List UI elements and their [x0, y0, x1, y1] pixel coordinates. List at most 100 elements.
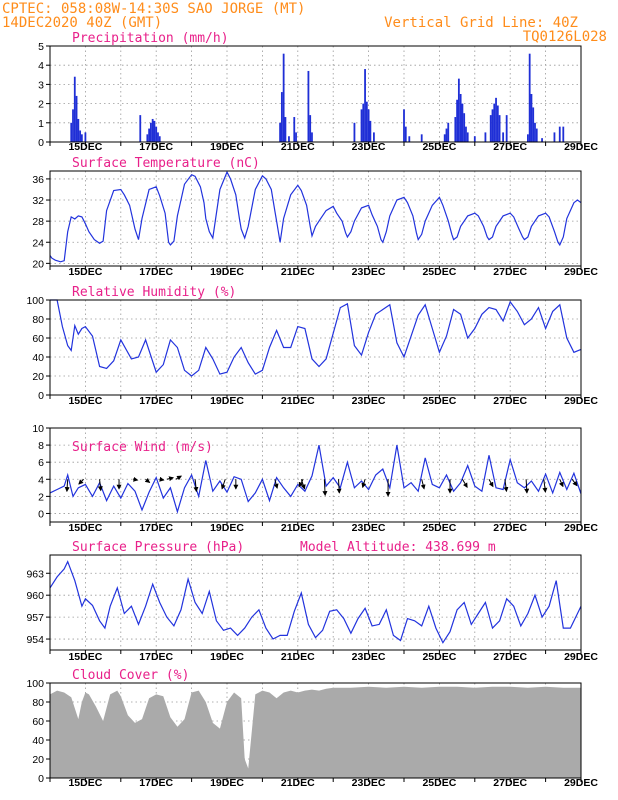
wind-arrow: [78, 478, 84, 485]
x-tick-label: 15DEC: [68, 651, 102, 663]
precip-bar: [73, 76, 76, 142]
precip-bar: [75, 95, 78, 142]
x-tick-label: 23DEC: [352, 651, 386, 663]
precip-bar: [443, 134, 446, 142]
precip-bar: [534, 122, 536, 142]
x-tick-label: 21DEC: [281, 522, 315, 534]
precip-bar: [279, 122, 281, 142]
y-tick-label: 40: [32, 352, 44, 364]
y-tick-label: 60: [32, 333, 44, 345]
wind-series-line: [49, 444, 582, 514]
precip-bar: [293, 117, 296, 142]
y-tick-label: 8: [38, 440, 44, 452]
wind-arrow: [361, 479, 367, 489]
rh-series-line: [50, 299, 582, 377]
run-time-header: 14DEC2020 40Z (GMT): [2, 15, 162, 31]
precip-bar: [527, 134, 529, 142]
x-tick-label: 23DEC: [352, 395, 386, 407]
precip-bar: [311, 132, 313, 142]
precip-bar: [79, 130, 81, 142]
wind-arrow: [558, 479, 564, 488]
precip-bar: [473, 136, 476, 142]
y-tick-label: 20: [32, 754, 44, 766]
precip-bar: [369, 120, 372, 142]
precip-bar: [466, 132, 469, 142]
precip-bar: [502, 132, 505, 142]
precip-bar: [528, 53, 531, 142]
precip-bar: [408, 136, 411, 142]
wind-arrow: [64, 479, 70, 493]
x-tick-label: 29DEC: [564, 266, 598, 278]
precip-bar: [149, 122, 152, 142]
wind-arrow: [298, 479, 304, 488]
y-tick-label: 32: [32, 195, 44, 207]
y-tick-label: 60: [32, 716, 44, 728]
precip-bar: [84, 132, 87, 142]
x-tick-label: 19DEC: [210, 522, 244, 534]
precip-bar: [530, 94, 533, 142]
precip-bar: [491, 109, 494, 142]
precip-bar: [373, 132, 375, 142]
y-tick-label: 0: [38, 390, 44, 402]
precip-bar: [77, 118, 80, 142]
temperature-panel: 20 24 28 32 36 15DEC 17DEC 19DEC 21DEC 23DEC 25DEC…: [32, 156, 598, 278]
x-tick-label: 29DEC: [564, 141, 598, 153]
precip-bar: [155, 126, 158, 142]
x-tick-label: 21DEC: [281, 651, 315, 663]
wind-arrow: [503, 479, 509, 493]
precip-bar: [445, 128, 448, 142]
y-tick-label: 1: [38, 118, 44, 130]
wind-arrow: [97, 479, 103, 492]
precip-panel-title: Precipitation (mm/h): [72, 31, 229, 46]
y-tick-label: 2: [38, 491, 44, 503]
y-tick-label: 10: [32, 423, 44, 435]
wind-arrow: [144, 477, 151, 483]
precip-bar: [364, 69, 366, 142]
wind-arrow: [166, 476, 175, 482]
precip-bar: [496, 105, 499, 142]
x-tick-label: 15DEC: [68, 395, 102, 407]
precip-bar: [457, 78, 460, 142]
y-tick-label: 0: [38, 508, 44, 520]
precip-bar: [404, 126, 407, 142]
panel-frame: [49, 554, 582, 651]
x-tick-label: 21DEC: [281, 266, 315, 278]
precip-bar: [295, 132, 297, 142]
y-tick-label: 36: [32, 174, 44, 186]
precip-bar: [461, 103, 464, 142]
wind-arrow: [133, 476, 139, 482]
x-tick-label: 27DEC: [493, 777, 527, 789]
precip-bar: [558, 126, 561, 142]
x-tick-label: 17DEC: [139, 266, 173, 278]
wind-arrow: [524, 479, 530, 494]
x-tick-label: 19DEC: [210, 777, 244, 789]
precip-bar: [139, 115, 142, 142]
x-tick-label: 29DEC: [564, 777, 598, 789]
x-tick-label: 25DEC: [422, 141, 456, 153]
y-tick-label: 4: [38, 474, 44, 486]
temp-series-line: [49, 170, 582, 263]
x-tick-label: 23DEC: [352, 266, 386, 278]
precip-bar: [465, 126, 467, 142]
wind-arrow: [488, 479, 494, 488]
y-tick-label: 24: [32, 237, 44, 249]
precip-bar: [367, 109, 370, 142]
wind-panel: 0 2 4 6 8 10 15DEC 17DEC 19DEC 21DEC 23DEC 25DEC 27D…: [32, 423, 598, 534]
wind-arrow: [175, 475, 182, 481]
precip-bar: [456, 99, 458, 142]
precip-bar: [362, 103, 365, 142]
pressure-panel: 954 957 960 963 15DEC 17DEC 19DEC 21DEC 23DEC 25D…: [26, 540, 598, 663]
precip-bar: [495, 97, 497, 142]
pressure-panel-title: Surface Pressure (hPa): [72, 540, 244, 555]
precip-bar: [157, 132, 159, 142]
x-tick-label: 21DEC: [281, 777, 315, 789]
x-tick-label: 19DEC: [210, 266, 244, 278]
precip-bar: [307, 70, 310, 142]
wind-arrow: [542, 479, 548, 493]
x-tick-label: 17DEC: [139, 395, 173, 407]
x-tick-label: 17DEC: [139, 141, 173, 153]
precip-bar: [535, 128, 538, 142]
x-tick-label: 23DEC: [352, 777, 386, 789]
y-tick-label: 100: [26, 678, 44, 690]
